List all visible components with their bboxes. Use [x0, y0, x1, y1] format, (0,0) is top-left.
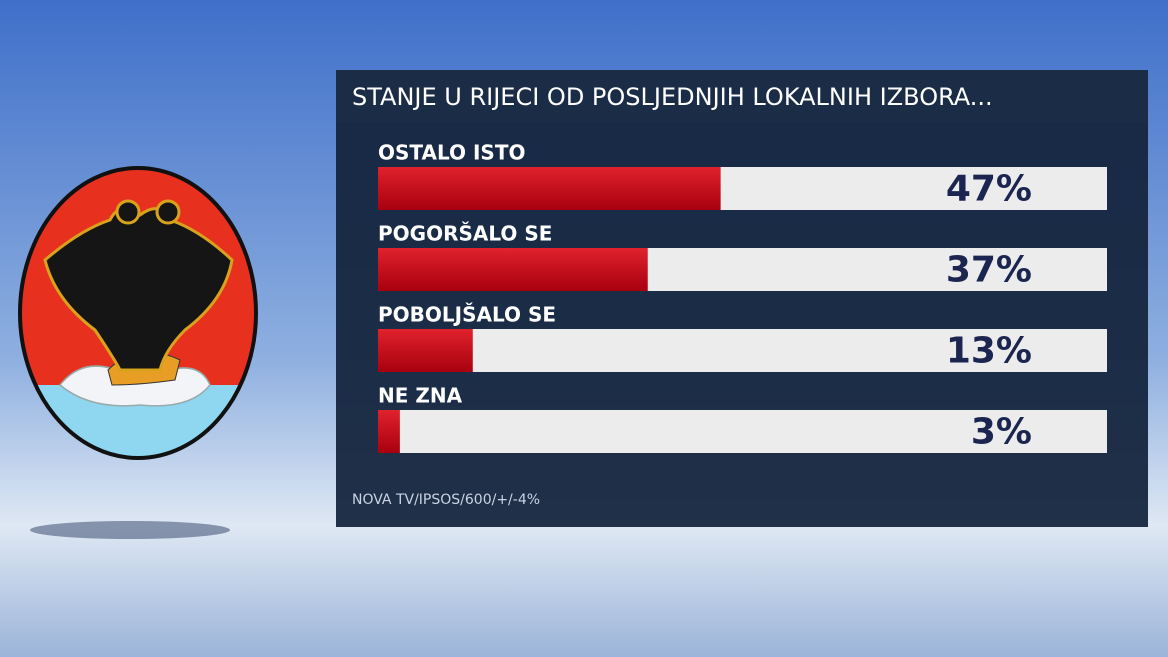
category-label: POBOLJŠALO SE — [378, 303, 556, 327]
category-label: NE ZNA — [378, 384, 463, 408]
title-bar — [336, 70, 1148, 122]
value-label: 3% — [971, 412, 1032, 453]
bar — [378, 329, 473, 372]
bar — [378, 410, 400, 453]
value-label: 13% — [946, 331, 1032, 372]
bar — [378, 167, 721, 210]
bar-track — [378, 329, 1107, 372]
bar — [378, 248, 648, 291]
category-label: POGORŠALO SE — [378, 222, 552, 246]
value-label: 37% — [946, 250, 1032, 291]
panel — [336, 70, 1148, 527]
category-label: OSTALO ISTO — [378, 141, 525, 165]
value-label: 47% — [946, 169, 1032, 210]
chart-title: STANJE U RIJECI OD POSLJEDNJIH LOKALNIH … — [352, 83, 993, 111]
coat-of-arms — [18, 166, 258, 539]
source-note: NOVA TV/IPSOS/600/+/-4% — [352, 492, 540, 508]
bar-track — [378, 410, 1107, 453]
